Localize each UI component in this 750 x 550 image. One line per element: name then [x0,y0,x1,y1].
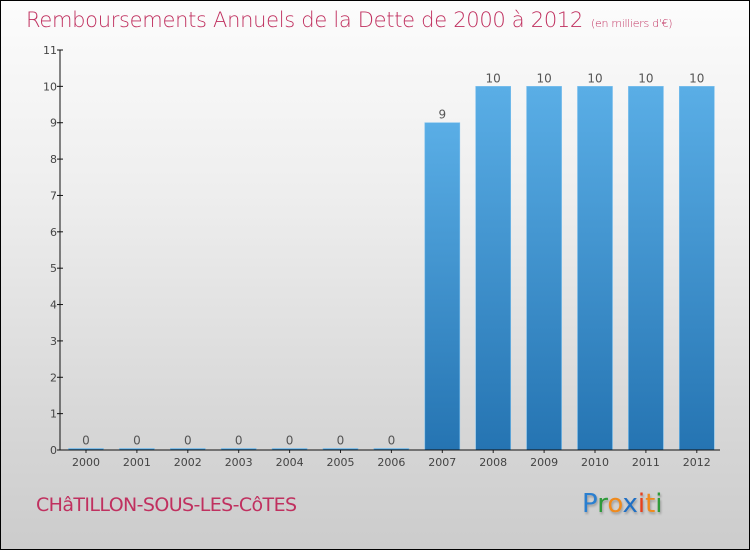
y-tick-label-4: 4 [50,299,57,312]
y-tick-label-0: 0 [50,444,57,457]
x-tick-label-2003: 2003 [225,456,253,469]
logo-letter: i [637,489,646,519]
y-tick-label-1: 1 [50,408,57,421]
proxiti-logo[interactable]: Proxiti [582,489,663,519]
data-label-2010: 10 [587,71,602,85]
x-tick-label-2004: 2004 [276,456,304,469]
chart-subtitle: (en milliers d'€) [591,17,673,30]
x-tick-label-2010: 2010 [581,456,609,469]
x-tick-label-2000: 2000 [72,456,100,469]
place-name: CHâTILLON-SOUS-LES-CôTES [36,494,297,516]
x-tick-label-2007: 2007 [428,456,456,469]
data-label-2011: 10 [638,71,653,85]
x-tick-label-2005: 2005 [327,456,355,469]
data-label-2004: 0 [286,434,294,448]
x-tick-label-2009: 2009 [530,456,558,469]
x-tick-label-2001: 2001 [123,456,151,469]
logo-letter: P [582,489,598,519]
y-tick-label-8: 8 [50,153,57,166]
x-tick-label-2006: 2006 [377,456,405,469]
y-tick-label-10: 10 [43,80,57,93]
y-tick-label-9: 9 [50,117,57,130]
data-label-2006: 0 [388,434,396,448]
y-tick-label-6: 6 [50,226,57,239]
bar-2007 [424,122,461,451]
logo-letter: r [597,489,608,519]
logo-letter: i [655,489,663,519]
x-tick-label-2008: 2008 [479,456,507,469]
bar-2010 [577,86,613,451]
data-label-2002: 0 [184,434,192,448]
bars-group: 0 0 0 0 0 0 0 9 10 10 10 10 10 [68,71,715,451]
bar-2008 [475,86,512,451]
y-tick-label-11: 11 [43,44,57,57]
data-label-2000: 0 [82,434,90,448]
data-label-2007: 9 [438,108,446,122]
bar-2011 [628,86,664,451]
data-label-2001: 0 [133,434,141,448]
axes-group: 2000 2001 2002 2003 2004 2005 2006 2007 2008 2009… [43,44,720,469]
bar-2009 [526,86,562,451]
data-label-2008: 10 [486,71,501,85]
data-label-2005: 0 [337,434,345,448]
y-tick-label-3: 3 [50,335,57,348]
y-tick-label-2: 2 [50,371,57,384]
title-text: Remboursements Annuels de la Dette de 20… [26,8,583,32]
x-tick-label-2012: 2012 [683,456,711,469]
logo-letter: o [607,489,623,519]
data-label-2012: 10 [689,71,704,85]
chart-title: Remboursements Annuels de la Dette de 20… [26,8,672,32]
data-label-2003: 0 [235,434,243,448]
y-tick-label-7: 7 [50,189,57,202]
x-tick-label-2011: 2011 [632,456,660,469]
data-label-2009: 10 [536,71,551,85]
logo-letter: x [622,489,638,519]
y-tick-label-5: 5 [50,262,57,275]
x-tick-label-2002: 2002 [174,456,202,469]
logo-letter: t [645,489,656,519]
bar-2012 [678,86,715,451]
